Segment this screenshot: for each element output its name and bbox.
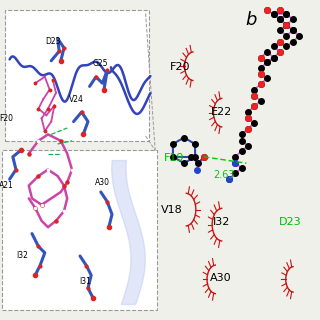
Text: V18: V18 — [161, 204, 182, 215]
Text: A21: A21 — [0, 181, 14, 190]
Text: E22: E22 — [211, 107, 232, 117]
Text: I32: I32 — [213, 217, 230, 228]
FancyBboxPatch shape — [5, 10, 149, 141]
FancyBboxPatch shape — [2, 150, 157, 310]
Text: F20: F20 — [170, 62, 190, 72]
Text: F19: F19 — [164, 153, 184, 164]
Text: I31: I31 — [79, 277, 91, 286]
Text: 2.63: 2.63 — [213, 170, 235, 180]
Text: D23: D23 — [45, 37, 60, 46]
Text: F20: F20 — [0, 114, 13, 123]
Text: A30: A30 — [95, 178, 110, 187]
Text: G25: G25 — [93, 60, 108, 68]
Text: b: b — [246, 11, 257, 29]
Text: V24: V24 — [69, 95, 84, 104]
Text: A30: A30 — [210, 273, 231, 284]
Text: D23: D23 — [278, 217, 301, 228]
Text: I32: I32 — [16, 252, 28, 260]
